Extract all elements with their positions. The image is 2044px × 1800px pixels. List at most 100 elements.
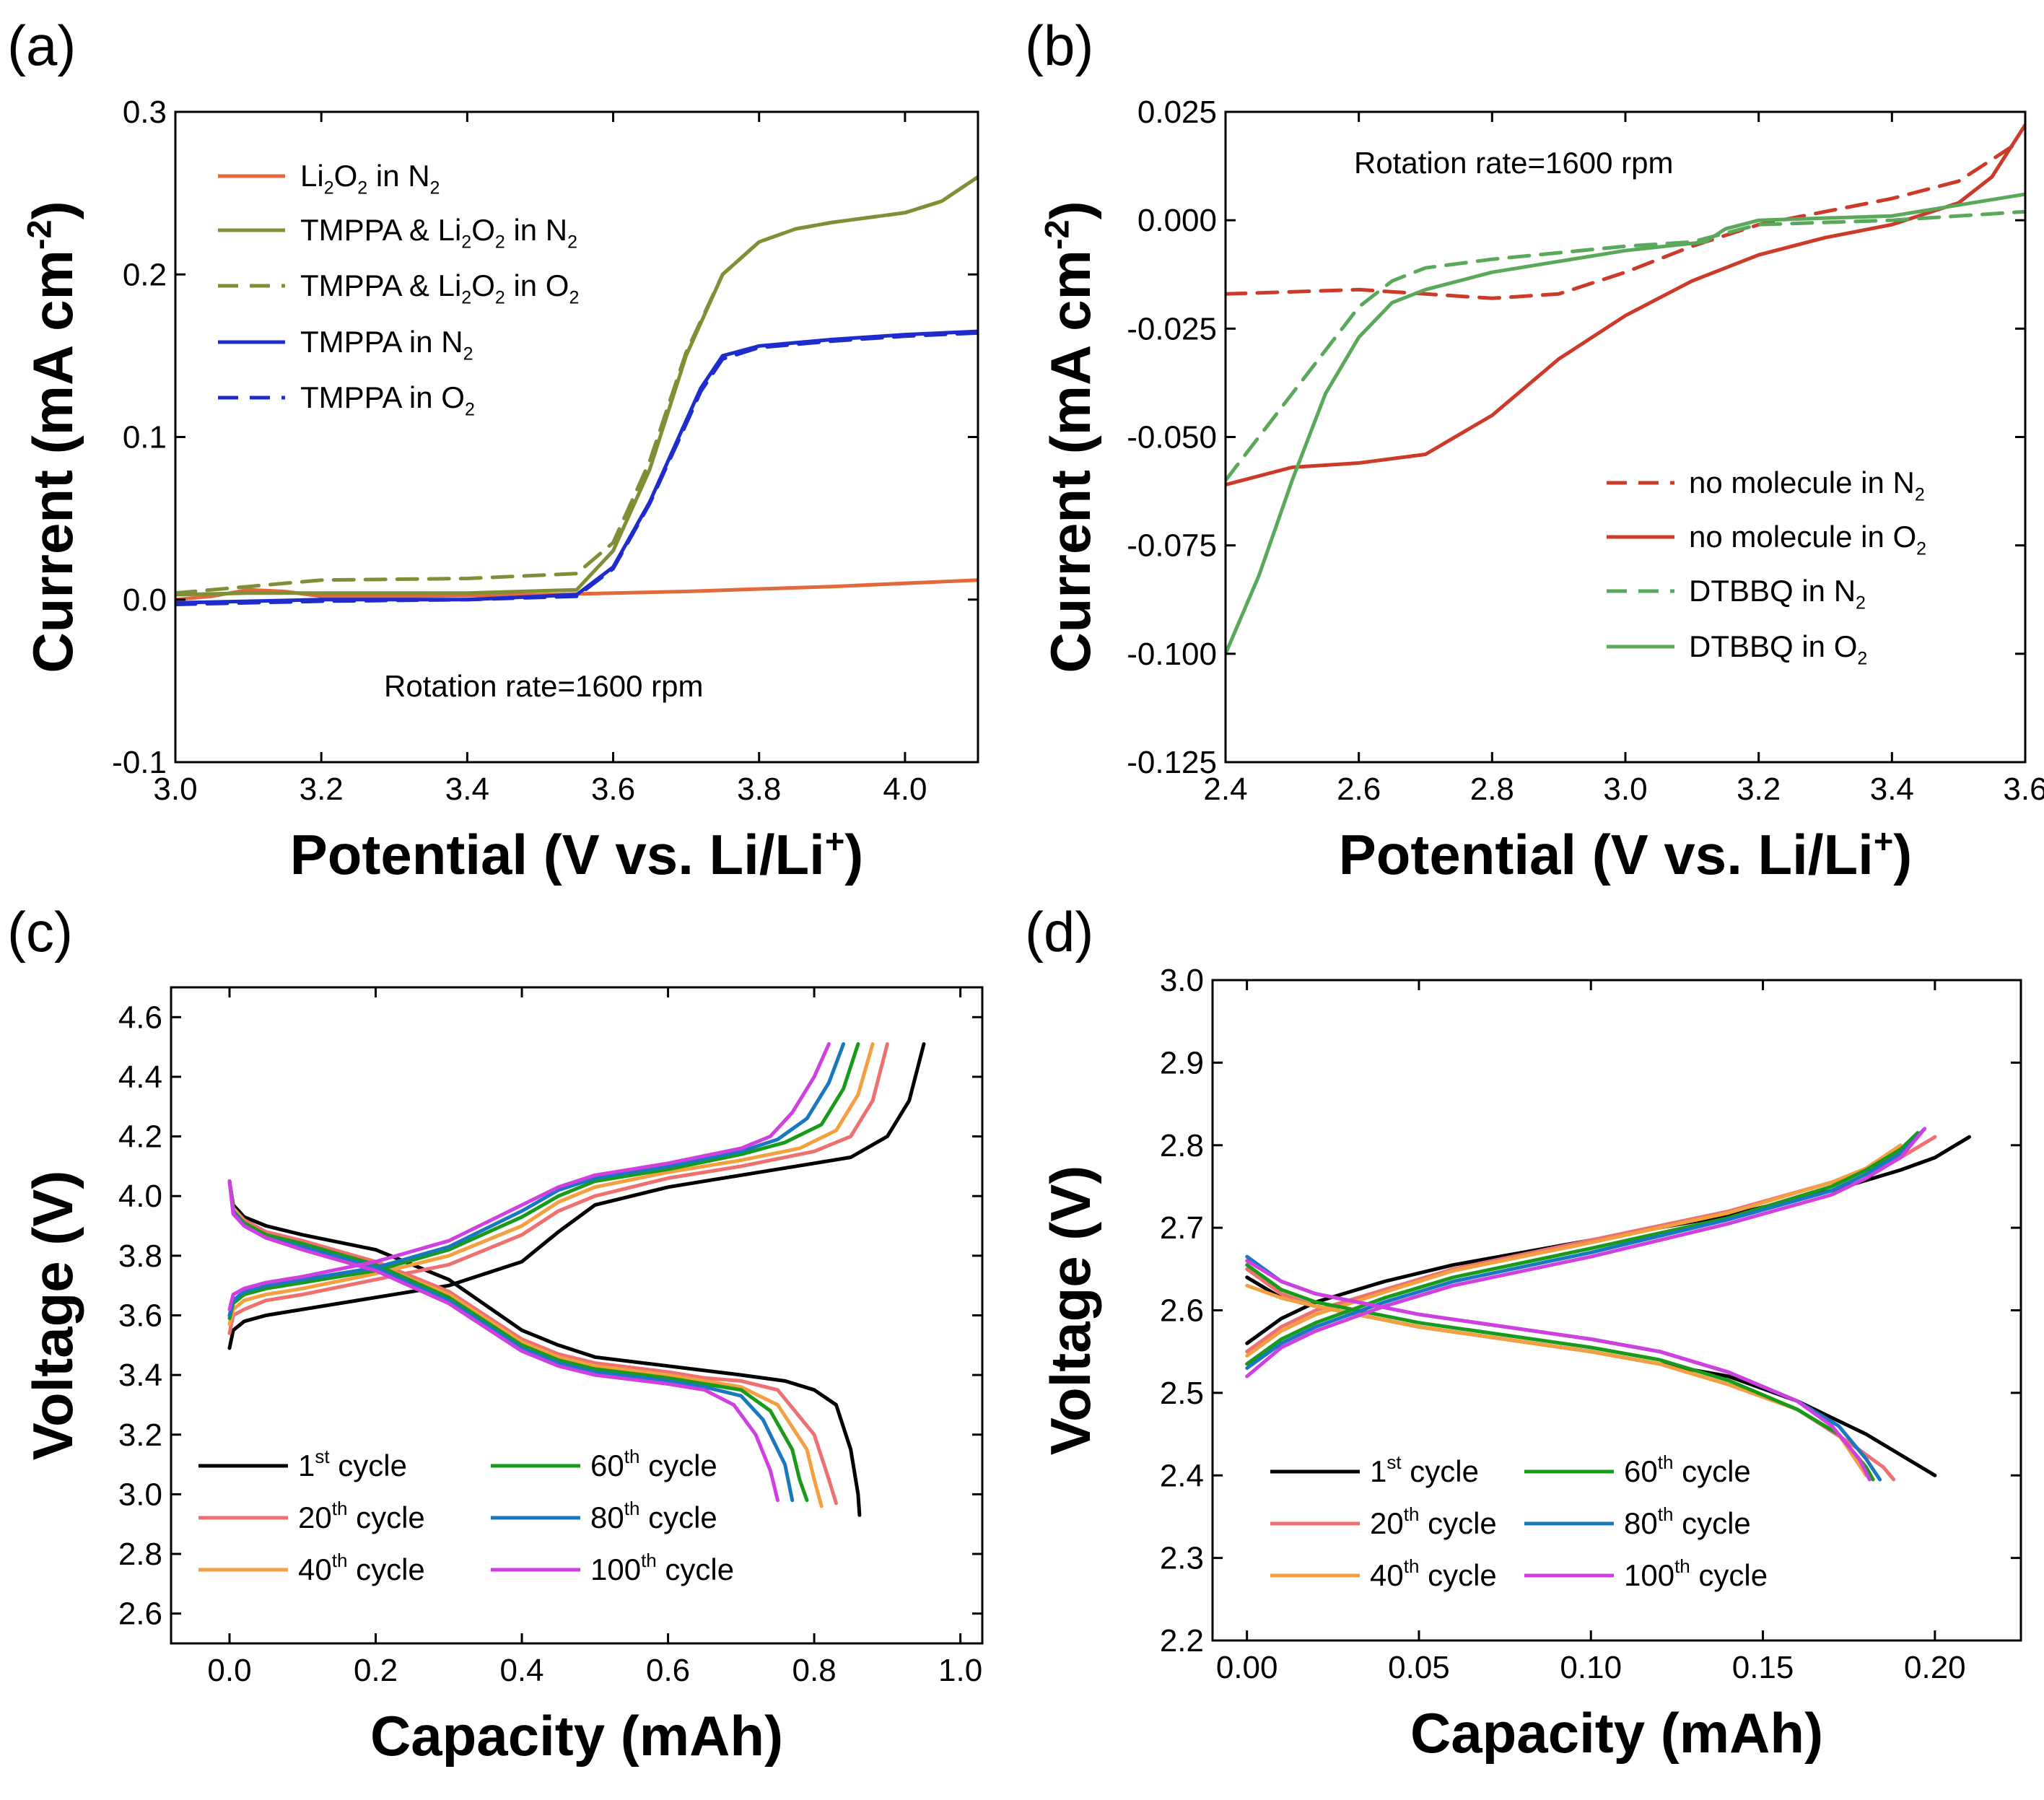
y-tick-label: 3.0	[1160, 963, 1204, 998]
legend-label: 1st cycle	[298, 1446, 407, 1482]
x-tick-label: 0.4	[499, 1653, 543, 1688]
y-tick-label: 0.0	[123, 582, 167, 618]
legend-label: 40th cycle	[1370, 1555, 1497, 1592]
y-tick-label: 4.2	[118, 1119, 162, 1155]
legend-label: 100th cycle	[1624, 1555, 1768, 1592]
x-tick-label: 0.15	[1732, 1650, 1794, 1685]
legend-label: TMPPA in N2​	[300, 325, 473, 364]
x-tick-label: 0.2	[354, 1653, 398, 1688]
x-tick-label: 3.0	[1603, 772, 1647, 807]
y-tick-label: 0.2	[123, 257, 167, 292]
y-tick-label: 2.6	[118, 1596, 162, 1632]
series-line	[227, 1042, 889, 1335]
series-line	[227, 1179, 779, 1503]
legend-label: 20th cycle	[1370, 1503, 1497, 1540]
y-tick-label: 4.0	[118, 1179, 162, 1214]
series-line	[1245, 1275, 1937, 1477]
series-line	[175, 329, 978, 605]
y-tick-label: -0.100	[1127, 637, 1217, 672]
legend-label: no molecule in O2​	[1689, 520, 1926, 559]
legend-label: Li2​O2​ in N2​	[300, 159, 440, 198]
series-line	[1245, 1131, 1920, 1366]
annotation: Rotation rate=1600 rpm	[1354, 146, 1673, 180]
series-group	[227, 1042, 926, 1517]
y-tick-label: -0.075	[1127, 528, 1217, 564]
y-tick-label: 0.3	[123, 95, 167, 130]
y-tick-label: 0.1	[123, 420, 167, 455]
panel-d: (d) 0.00 0.05 0.10 0.15 0.20 2.2 2.3 2.4 2.5 2.6 2.…	[1025, 900, 2022, 1765]
x-tick-label: 0.6	[646, 1653, 690, 1688]
y-tick-label: 2.9	[1160, 1045, 1204, 1080]
x-tick-label: 0.10	[1560, 1650, 1622, 1685]
series-group	[1226, 123, 2025, 656]
y-tick-label: 2.2	[1160, 1623, 1204, 1659]
y-axis-title: Current (mA cm-2​)	[1037, 201, 1102, 673]
x-tick-label: 2.8	[1470, 772, 1514, 807]
x-tick-label: 0.20	[1904, 1650, 1966, 1685]
y-tick-label: 0.000	[1137, 203, 1217, 238]
legend-label: 60th cycle	[1624, 1451, 1751, 1488]
y-tick-label: -0.025	[1127, 311, 1217, 346]
y-axis-title: Current (mA cm-2​)	[19, 201, 84, 673]
y-tick-label: 2.3	[1160, 1541, 1204, 1576]
annotation: Rotation rate=1600 rpm	[384, 669, 703, 703]
panel-b: (b) 2.4 2.6 2.8 3.0 3.2 3.4 3.6 -0.125 -0.100 -0.0…	[1025, 14, 2044, 886]
panel-label: (b)	[1025, 14, 1093, 77]
series-line	[175, 175, 978, 595]
x-tick-label: 3.6	[2003, 772, 2044, 807]
y-tick-label: -0.125	[1127, 745, 1217, 780]
x-tick-label: 4.0	[883, 772, 927, 807]
series-line	[227, 1042, 926, 1350]
y-tick-label: -0.1	[112, 745, 167, 780]
y-tick-label: 4.4	[118, 1060, 162, 1095]
y-axis-title: Voltage (V)	[1039, 1166, 1102, 1456]
x-tick-label: 3.4	[445, 772, 489, 807]
series-line	[1245, 1254, 1882, 1482]
series-group	[175, 175, 978, 606]
x-axis-title: Potential (V vs. Li/Li+​)	[1339, 821, 1913, 886]
series-line	[1245, 1127, 1927, 1379]
legend-label: 40th cycle	[298, 1550, 425, 1586]
x-tick-label: 1.0	[938, 1653, 982, 1688]
x-tick-label: 3.0	[153, 772, 197, 807]
legend-label: 1st cycle	[1370, 1451, 1479, 1488]
x-tick-label: 2.6	[1337, 772, 1381, 807]
series-line	[175, 331, 978, 606]
series-line	[227, 1042, 831, 1311]
legend-label: TMPPA in O2​	[300, 380, 475, 420]
panel-a: (a) 3.0 3.2 3.4 3.6 3.8 4.0 -0.1 0.0 0.1 0.2 0.3 Pot…	[7, 14, 979, 886]
y-tick-label: 3.8	[118, 1238, 162, 1274]
x-tick-label: 0.05	[1388, 1650, 1450, 1685]
y-tick-label: 3.6	[118, 1298, 162, 1334]
series-group	[1245, 1127, 1971, 1482]
y-tick-label: 2.8	[118, 1537, 162, 1572]
y-tick-label: 2.4	[1160, 1458, 1204, 1493]
y-tick-label: 2.6	[1160, 1293, 1204, 1329]
legend-label: TMPPA & Li2​O2​ in N2​	[300, 213, 577, 253]
x-tick-label: 0.8	[792, 1653, 837, 1688]
x-tick-label: 3.6	[591, 772, 635, 807]
y-tick-label: 2.7	[1160, 1210, 1204, 1246]
panel-label: (c)	[7, 900, 73, 964]
y-tick-label: 0.025	[1137, 95, 1217, 130]
x-tick-label: 3.2	[300, 772, 344, 807]
panel-c: (c) 0.0 0.2 0.4 0.6 0.8 1.0 2.6 2.8 3.0 3.2 3.4 3.6 3…	[7, 900, 984, 1768]
legend-label: 20th cycle	[298, 1498, 425, 1534]
legend-label: no molecule in N2​	[1689, 466, 1925, 505]
y-tick-label: 4.6	[118, 1000, 162, 1035]
panel-label: (a)	[7, 14, 76, 77]
legend-label: TMPPA & Li2​O2​ in O2​	[300, 268, 579, 308]
plot-frame	[174, 110, 979, 764]
legend-label: 80th cycle	[1624, 1503, 1751, 1540]
y-tick-label: -0.050	[1127, 420, 1217, 455]
series-line	[227, 1042, 860, 1321]
series-line	[227, 1042, 875, 1327]
y-tick-label: 2.5	[1160, 1376, 1204, 1411]
series-line	[1226, 209, 2025, 483]
x-tick-label: 3.8	[737, 772, 781, 807]
x-tick-label: 0.0	[207, 1653, 251, 1688]
series-line	[1245, 1127, 1927, 1371]
panel-label: (d)	[1025, 900, 1093, 964]
y-tick-label: 3.0	[118, 1477, 162, 1512]
